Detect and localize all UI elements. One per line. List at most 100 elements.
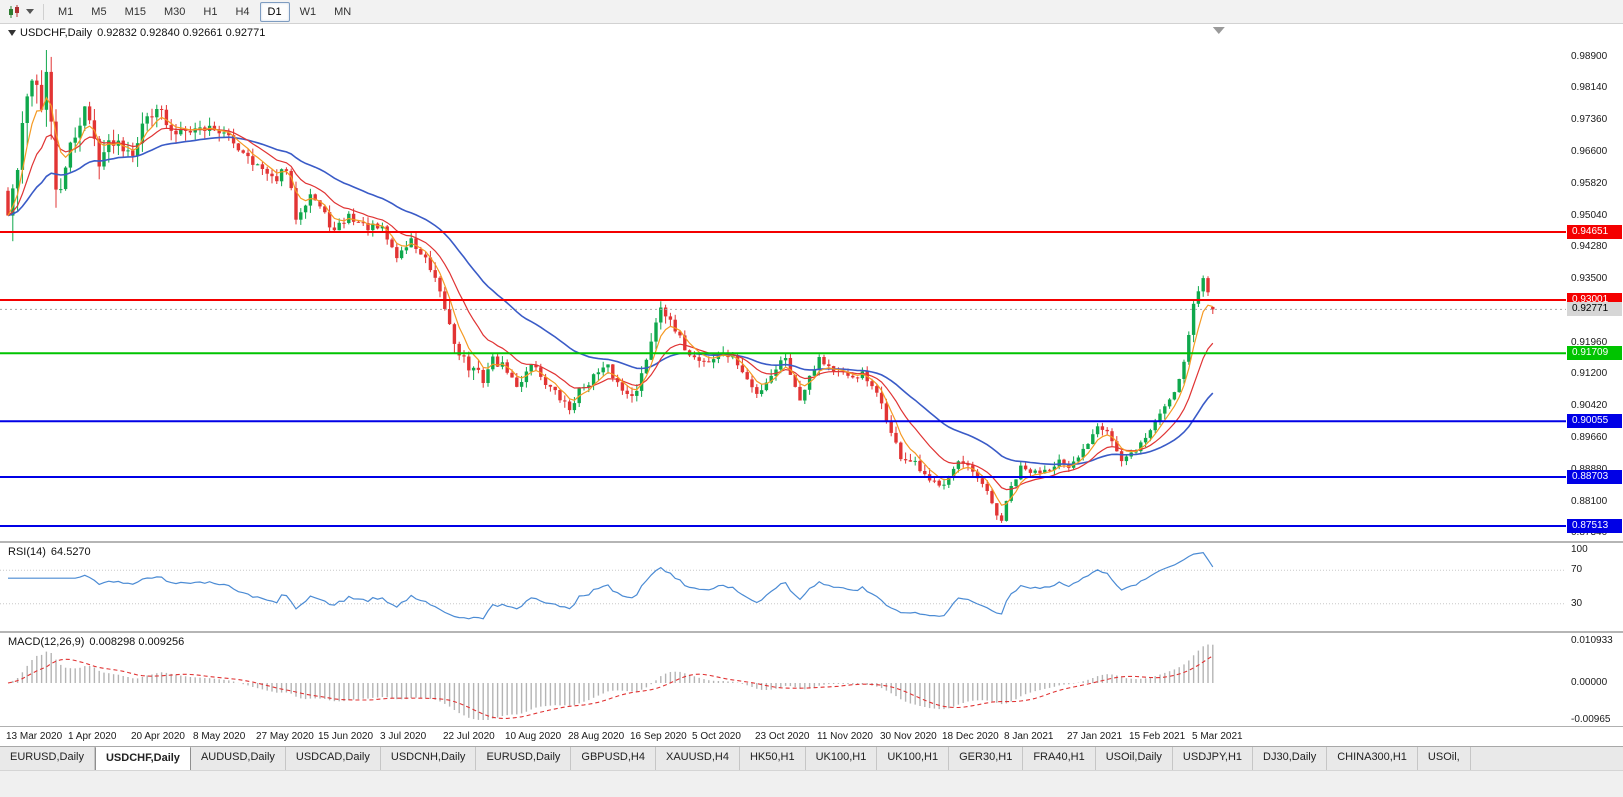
panel-splitter[interactable] (0, 631, 1623, 633)
timeframe-button-h1[interactable]: H1 (203, 5, 218, 18)
rsi-indicator-panel[interactable]: RSI(14) 64.5270 (0, 543, 1623, 631)
chart-tab-uk100-h1[interactable]: UK100,H1 (877, 747, 950, 770)
macd-axis-label: 0.00000 (1571, 677, 1608, 688)
timeframe-button-w1[interactable]: W1 (299, 5, 317, 18)
price-level-tag[interactable]: 0.94651 (1567, 225, 1622, 239)
chart-tab-china300-h1[interactable]: CHINA300,H1 (1327, 747, 1418, 770)
price-axis-label: 0.97360 (1571, 114, 1608, 125)
status-strip (0, 770, 1623, 797)
timeframe-button-m15[interactable]: M15 (124, 5, 146, 18)
timeframe-button-d1[interactable]: D1 (259, 1, 290, 22)
chart-tab-ger30-h1[interactable]: GER30,H1 (949, 747, 1024, 770)
price-axis-label: 0.95040 (1571, 210, 1608, 221)
price-axis[interactable]: 0.98900 0.98140 0.97360 0.96600 0.95820 0.950… (1567, 24, 1623, 541)
chart-tab-uk100-h1[interactable]: UK100,H1 (805, 747, 878, 770)
timeframe-button-h4[interactable]: H4 (235, 5, 250, 18)
rsi-axis[interactable]: 100 70 30 (1567, 543, 1623, 631)
rsi-line (8, 552, 1214, 620)
macd-axis-label: -0.00965 (1571, 714, 1611, 725)
time-axis-label: 30 Nov 2020 (880, 731, 937, 742)
time-axis-label: 16 Sep 2020 (630, 731, 687, 742)
time-axis-label: 23 Oct 2020 (755, 731, 810, 742)
chart-tab-usdchf-daily[interactable]: USDCHF,Daily (94, 747, 191, 770)
chart-tab-usoil[interactable]: USOil, (1417, 747, 1471, 770)
chart-tab-xauusd-h4[interactable]: XAUUSD,H4 (655, 747, 740, 770)
time-axis-label: 5 Mar 2021 (1192, 731, 1243, 742)
time-axis-label: 1 Apr 2020 (68, 731, 117, 742)
chart-tab-audusd-daily[interactable]: AUDUSD,Daily (190, 747, 286, 770)
timeframe-button-m5[interactable]: M5 (91, 5, 107, 18)
price-axis-label: 0.98140 (1571, 82, 1608, 93)
price-axis-label: 0.95820 (1571, 178, 1608, 189)
price-axis-label: 0.91960 (1571, 337, 1608, 348)
chart-tab-eurusd-daily[interactable]: EURUSD,Daily (476, 747, 572, 770)
chart-tab-eurusd-daily[interactable]: EURUSD,Daily (0, 747, 95, 770)
price-level-tag[interactable]: 0.88703 (1567, 470, 1622, 484)
time-axis-label: 28 Aug 2020 (568, 731, 625, 742)
timeframe-buttons: M1 M5 M15 M30 H1 H4 D1 W1 MN (49, 1, 360, 22)
time-axis-label: 27 May 2020 (256, 731, 314, 742)
time-axis-label: 15 Jun 2020 (318, 731, 374, 742)
time-axis-label: 10 Aug 2020 (505, 731, 562, 742)
time-axis-label: 18 Dec 2020 (942, 731, 999, 742)
timeframe-toolbar: M1 M5 M15 M30 H1 H4 D1 W1 MN (0, 0, 1623, 24)
chart-tab-usdjpy-h1[interactable]: USDJPY,H1 (1172, 747, 1254, 770)
chart-shift-marker-icon[interactable] (1212, 27, 1225, 34)
dropdown-caret-icon (26, 9, 34, 14)
chart-tab-dj30-daily[interactable]: DJ30,Daily (1253, 747, 1328, 770)
price-chart-canvas[interactable] (0, 24, 1566, 541)
time-axis-label: 8 Jan 2021 (1004, 731, 1054, 742)
price-axis-label: 0.91200 (1571, 368, 1608, 379)
macd-indicator-panel[interactable]: MACD(12,26,9) 0.008298 0.009256 (0, 633, 1623, 726)
time-axis-label: 11 Nov 2020 (817, 731, 873, 742)
price-axis-label: 0.93500 (1571, 273, 1608, 284)
price-axis-label: 0.88100 (1571, 496, 1608, 507)
rsi-axis-label: 70 (1571, 564, 1583, 575)
fast-ma-line (7, 96, 1213, 506)
time-axis-label: 3 Jul 2020 (380, 731, 427, 742)
price-level-tag[interactable]: 0.90055 (1567, 414, 1622, 428)
timeframe-button-m1[interactable]: M1 (58, 5, 74, 18)
rsi-axis-label: 100 (1571, 544, 1588, 555)
time-axis-label: 15 Feb 2021 (1129, 731, 1186, 742)
price-axis-label: 0.88880 (1571, 464, 1607, 476)
slow-ma-line (7, 136, 1214, 466)
chart-tab-hk50-h1[interactable]: HK50,H1 (739, 747, 806, 770)
time-axis-label: 8 May 2020 (193, 731, 246, 742)
price-chart-panel[interactable]: USDCHF,Daily 0.92832 0.92840 0.92661 0.92… (0, 24, 1623, 541)
price-level-tag[interactable]: 0.91709 (1567, 346, 1622, 360)
candlestick-chart-icon (9, 4, 19, 18)
chart-tab-bar: EURUSD,Daily USDCHF,Daily AUDUSD,Daily USDC… (0, 746, 1623, 770)
timeframe-button-m30[interactable]: M30 (163, 5, 186, 18)
one-click-trading-icon[interactable] (8, 30, 16, 36)
chart-tab-usdcnh-daily[interactable]: USDCNH,Daily (380, 747, 477, 770)
macd-signal-line (7, 655, 1214, 719)
time-axis-label: 20 Apr 2020 (131, 731, 185, 742)
chart-tab-fra40-h1[interactable]: FRA40,H1 (1023, 747, 1096, 770)
chart-symbol-menu[interactable] (4, 3, 38, 21)
price-axis-label: 0.98900 (1571, 51, 1608, 62)
time-axis[interactable]: 13 Mar 2020 1 Apr 2020 20 Apr 2020 8 May 20… (0, 726, 1623, 746)
current-price-tag: 0.92771 (1567, 302, 1622, 316)
chart-tab-usoil-daily[interactable]: USOil,Daily (1095, 747, 1173, 770)
price-axis-label: 0.94280 (1571, 241, 1608, 252)
time-axis-label: 22 Jul 2020 (443, 731, 495, 742)
mid-ma-line (7, 127, 1214, 491)
macd-chart-canvas[interactable] (0, 633, 1566, 726)
rsi-chart-canvas[interactable] (0, 543, 1566, 631)
price-axis-label: 0.89660 (1571, 432, 1608, 443)
toolbar-separator (43, 3, 44, 20)
time-axis-label: 13 Mar 2020 (6, 731, 63, 742)
rsi-axis-label: 30 (1571, 598, 1583, 609)
chart-tab-usdcad-daily[interactable]: USDCAD,Daily (285, 747, 381, 770)
price-level-tag[interactable]: 0.87513 (1567, 519, 1622, 533)
macd-axis-label: 0.010933 (1571, 635, 1613, 646)
price-axis-label: 0.96600 (1571, 146, 1608, 157)
price-axis-label: 0.90420 (1571, 400, 1608, 411)
macd-axis[interactable]: 0.010933 0.00000 -0.00965 (1567, 633, 1623, 726)
time-axis-label: 5 Oct 2020 (692, 731, 741, 742)
chart-tab-gbpusd-h4[interactable]: GBPUSD,H4 (571, 747, 656, 770)
timeframe-button-mn[interactable]: MN (334, 5, 352, 18)
time-axis-label: 27 Jan 2021 (1067, 731, 1123, 742)
panel-splitter[interactable] (0, 541, 1623, 543)
